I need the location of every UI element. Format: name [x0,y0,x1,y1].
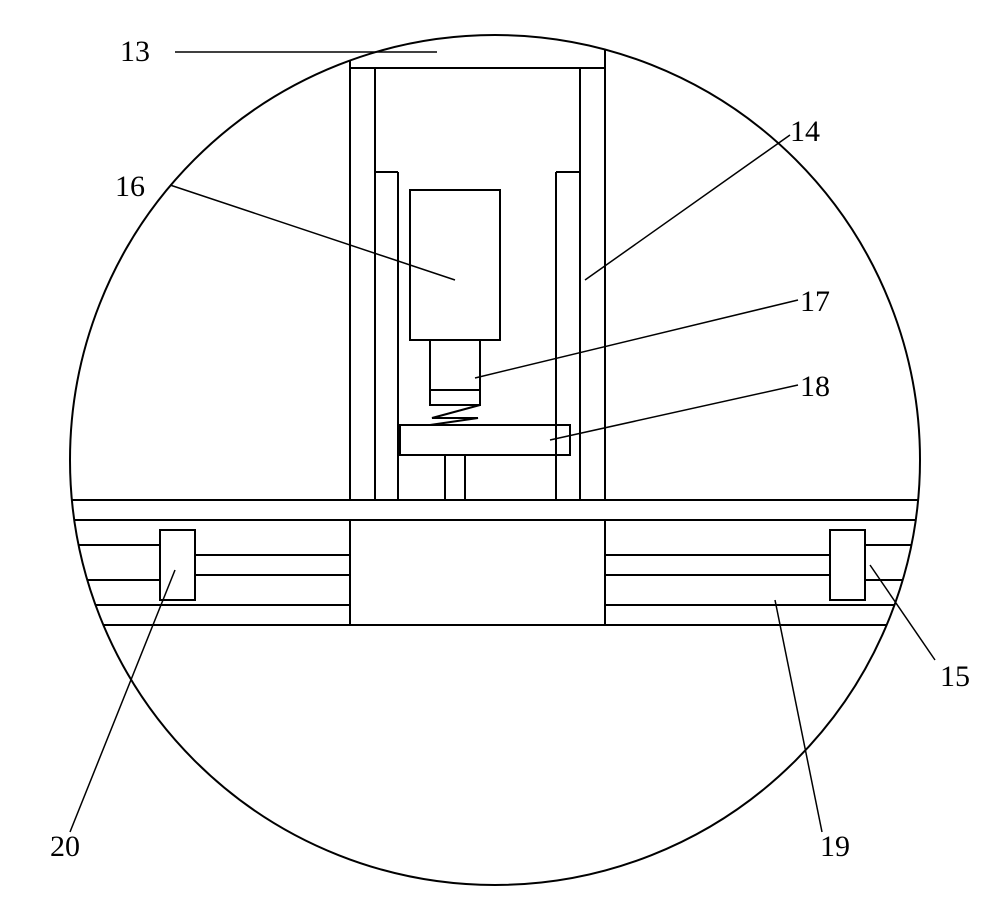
leader-14 [585,135,790,280]
label-18: 18 [800,370,830,404]
diagram-svg [0,0,1000,908]
label-17: 17 [800,285,830,319]
label-16: 16 [115,170,145,204]
leader-17 [475,300,798,378]
leader-20 [70,570,175,832]
leader-19 [775,600,822,832]
detail-circle [70,35,920,885]
label-14: 14 [790,115,820,149]
label-13: 13 [120,35,150,69]
label-19: 19 [820,830,850,864]
label-20: 20 [50,830,80,864]
leader-16 [170,185,455,280]
label-15: 15 [940,660,970,694]
leader-18 [550,385,798,440]
